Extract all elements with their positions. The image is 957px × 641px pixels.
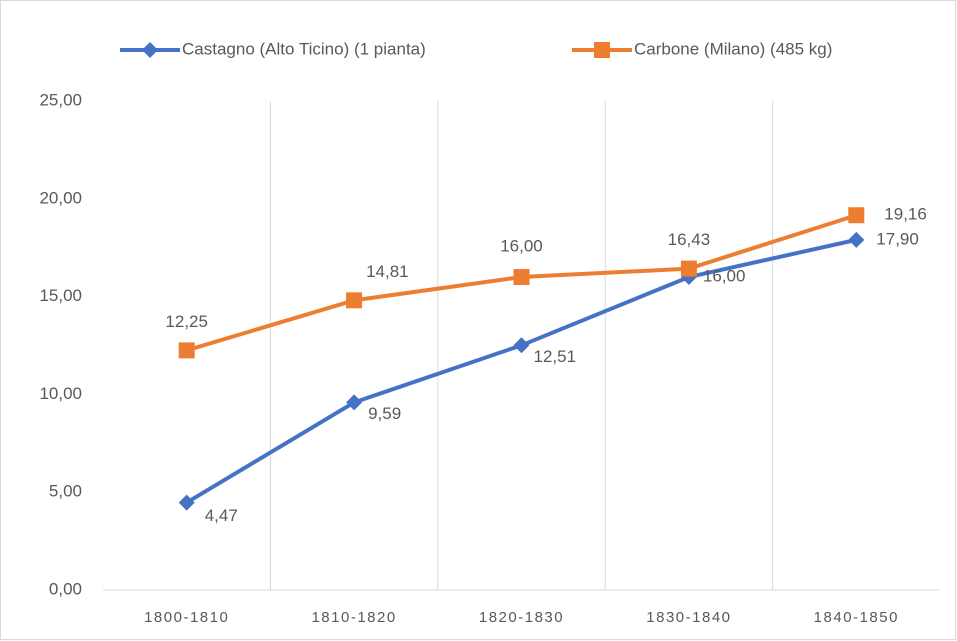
data-label: 19,16 <box>884 205 927 224</box>
data-label: 14,81 <box>366 262 409 281</box>
marker <box>346 292 363 309</box>
y-tick-label: 20,00 <box>39 188 82 207</box>
marker <box>680 260 697 277</box>
data-label: 16,00 <box>703 267 746 286</box>
marker <box>513 337 530 354</box>
marker <box>346 394 363 411</box>
data-label: 9,59 <box>368 404 401 423</box>
x-tick-label: 1810-1820 <box>311 609 396 626</box>
data-label: 12,25 <box>165 312 208 331</box>
y-tick-label: 10,00 <box>39 384 82 403</box>
y-tick-label: 25,00 <box>39 90 82 109</box>
data-label: 17,90 <box>876 229 919 248</box>
y-tick-label: 0,00 <box>49 579 82 598</box>
x-tick-label: 1820-1830 <box>479 609 564 626</box>
x-tick-label: 1840-1850 <box>814 609 899 626</box>
x-tick-label: 1830-1840 <box>646 609 731 626</box>
legend-label: Castagno (Alto Ticino) (1 pianta) <box>182 39 426 58</box>
y-tick-label: 5,00 <box>49 482 82 501</box>
marker <box>848 231 865 248</box>
x-tick-label: 1800-1810 <box>144 609 229 626</box>
data-label: 16,00 <box>500 237 543 256</box>
marker <box>142 42 158 58</box>
marker <box>178 342 195 359</box>
marker <box>594 42 610 58</box>
marker <box>513 269 530 286</box>
marker <box>848 207 865 224</box>
marker <box>178 494 195 511</box>
data-label: 16,43 <box>668 230 711 249</box>
legend-label: Carbone (Milano) (485 kg) <box>634 39 832 58</box>
y-tick-label: 15,00 <box>39 286 82 305</box>
data-label: 4,47 <box>205 506 238 525</box>
data-label: 12,51 <box>534 347 577 366</box>
